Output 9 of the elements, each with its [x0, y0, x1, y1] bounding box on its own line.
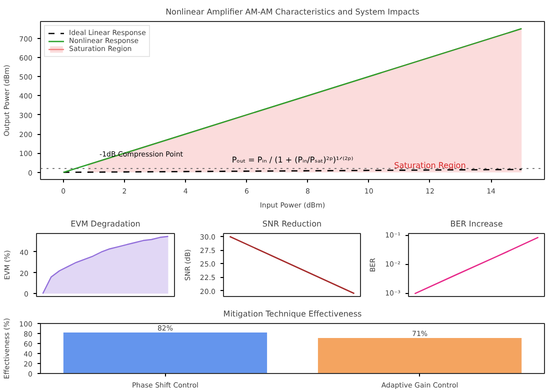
- chart-title: SNR Reduction: [262, 220, 322, 228]
- chart-title: EVM Degradation: [70, 220, 140, 228]
- line-series: [229, 236, 355, 294]
- line-series: [414, 236, 539, 294]
- annotation: Pₒᵤₜ = Pᵢₙ / (1 + (Pᵢₙ/Pₛₐₜ)²ᵖ)¹ᐟ⁽²ᵖ⁾: [232, 155, 354, 164]
- annotation: Saturation Region: [394, 161, 466, 170]
- chart-title: BER Increase: [450, 220, 503, 228]
- chart-title: Nonlinear Amplifier AM-AM Characteristics and System Impacts: [166, 8, 420, 16]
- chart-title: Mitigation Technique Effectiveness: [223, 310, 362, 318]
